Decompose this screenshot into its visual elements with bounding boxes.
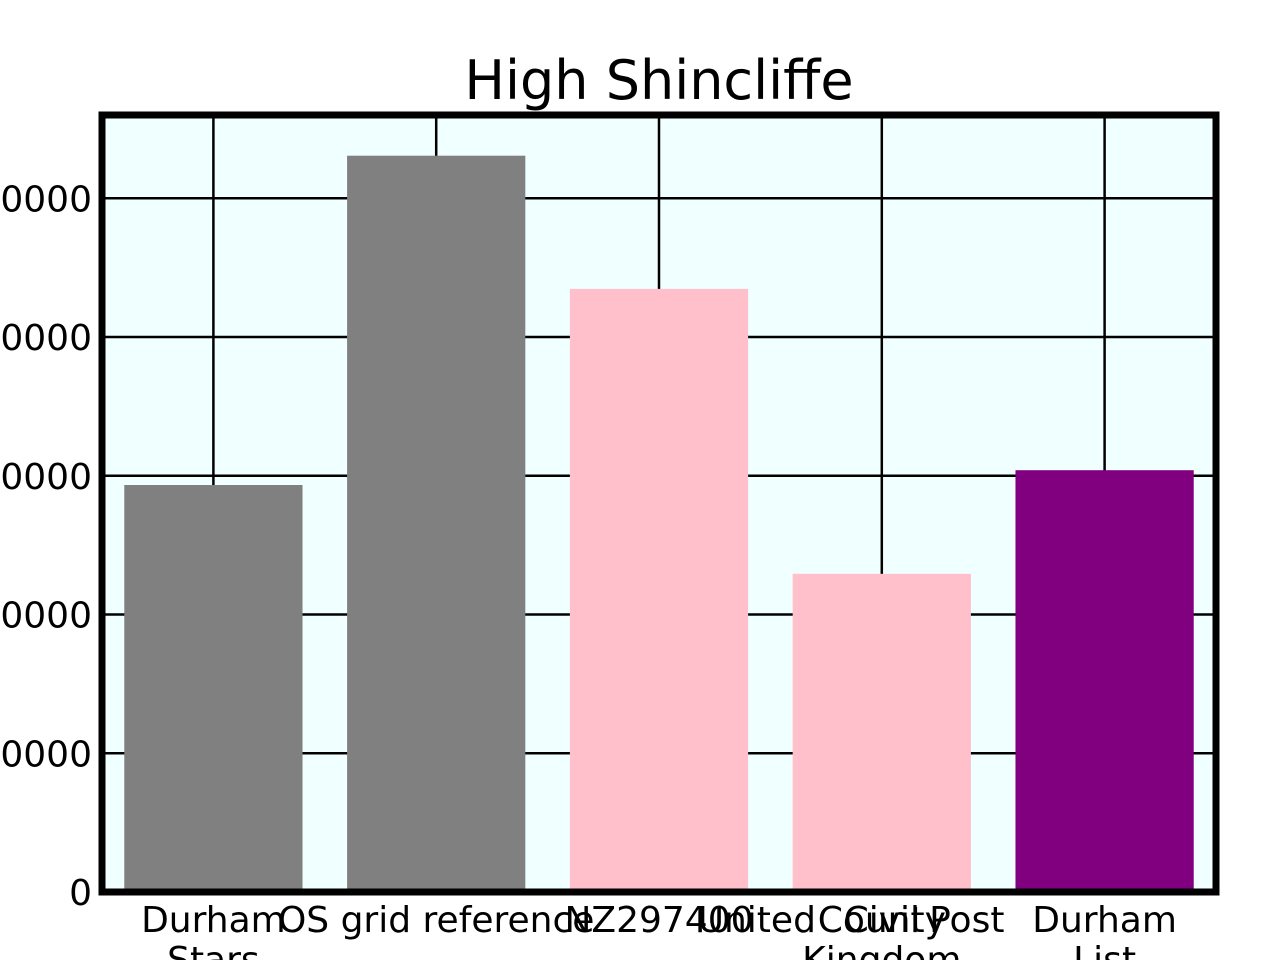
bar [347, 155, 526, 892]
y-tick-label: 0000 [0, 734, 92, 775]
y-tick-label: 0000 [0, 596, 92, 637]
x-tick-label: NZ297400 [564, 900, 753, 941]
chart-title: High Shincliffe [464, 49, 853, 112]
bar [569, 288, 749, 892]
x-tick-label: Kingdom [802, 940, 961, 960]
bars [124, 155, 1194, 892]
x-extra-labels: United Civil Post [698, 900, 1005, 941]
plot-frame [98, 111, 1220, 896]
bar [1015, 470, 1194, 892]
y-tick-label: 0000 [0, 179, 92, 220]
y-tick-label: 0 [69, 873, 92, 914]
x-tick-label: Durham [1032, 900, 1177, 941]
x-extra-label: United [698, 900, 816, 941]
x-tick-label: List [1073, 940, 1136, 960]
x-tick-label: Stars [167, 940, 260, 960]
x-tick-labels: DurhamStarsOS grid referenceNZ297400Coun… [141, 900, 1177, 960]
x-tick-label: OS grid reference [278, 900, 594, 941]
x-tick-label: County [818, 900, 946, 941]
bar [792, 573, 971, 892]
y-tick-label: 0000 [0, 318, 92, 359]
x-extra-label: Civil [844, 900, 920, 941]
x-extra-label: Post [929, 900, 1004, 941]
bar [124, 485, 303, 892]
x-tick-label: Durham [141, 900, 286, 941]
y-tick-label: 0000 [0, 457, 92, 498]
